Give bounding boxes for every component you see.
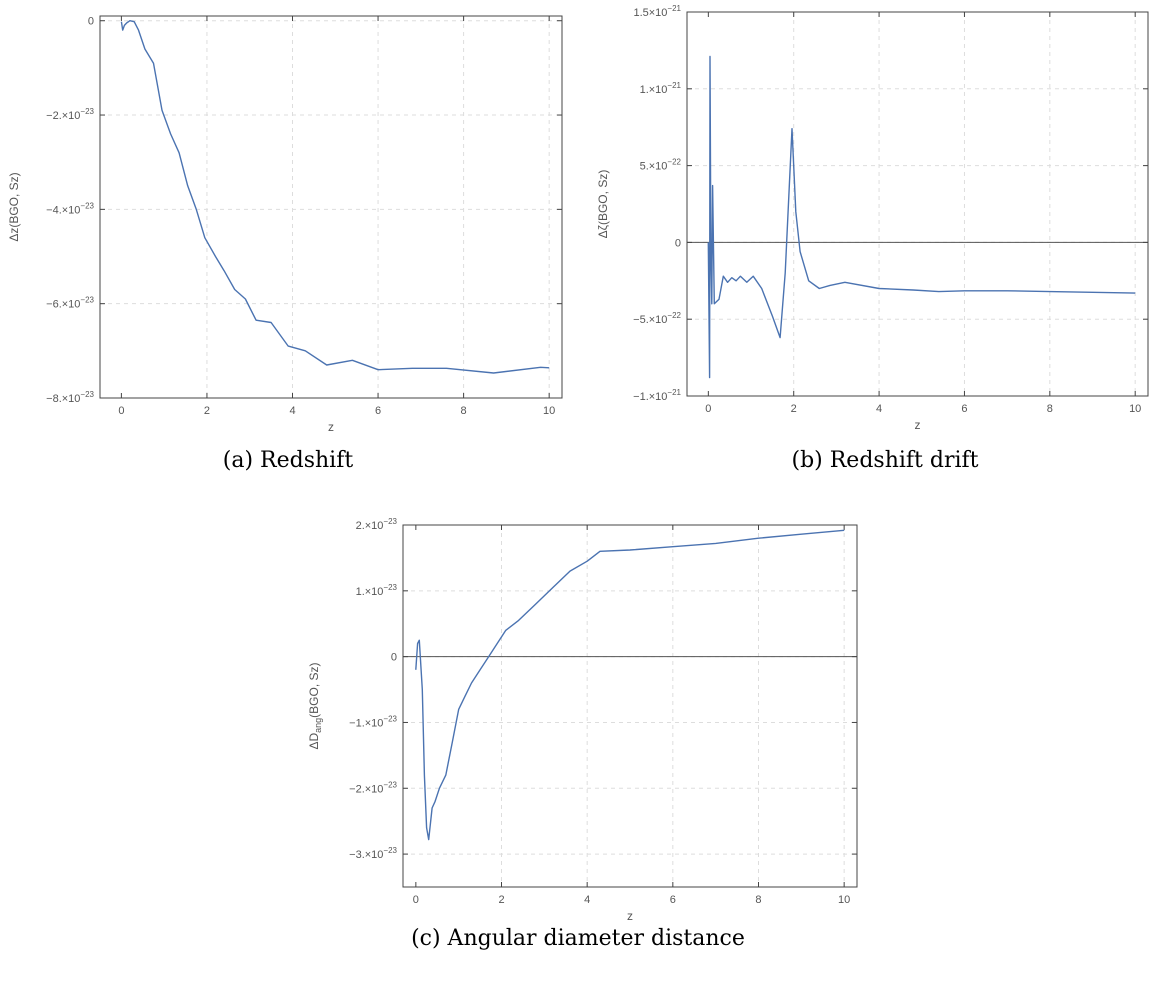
x-tick-label: 4 bbox=[876, 403, 882, 415]
plot-frame bbox=[402, 524, 858, 888]
y-tick-label: −5.×10−22 bbox=[633, 311, 681, 326]
x-tick-label: 8 bbox=[461, 405, 467, 417]
y-tick-label: 0 bbox=[88, 16, 94, 28]
y-tick-label: −4.×10−23 bbox=[46, 201, 94, 216]
y-tick-label: −2.×10−23 bbox=[349, 780, 397, 795]
x-axis-label: z bbox=[328, 420, 334, 434]
x-tick-label: 8 bbox=[755, 894, 761, 906]
panel-caption: (c) Angular diameter distance bbox=[411, 926, 745, 951]
y-tick-label: 0 bbox=[391, 652, 397, 664]
x-axis-label: z bbox=[627, 909, 633, 923]
y-tick-label: 1.×10−21 bbox=[640, 81, 682, 96]
panel-redshift: 0 2 4 6 8 10 0 −2.×10−23 −4.×10−23 −6.×10−23 −8.×1… bbox=[7, 15, 563, 473]
plot-frame bbox=[686, 11, 1149, 397]
y-tick-label: −3.×10−23 bbox=[349, 846, 397, 861]
x-tick-label: 0 bbox=[118, 405, 124, 417]
y-tick-label: −8.×10−23 bbox=[46, 390, 94, 405]
y-tick-label: −2.×10−23 bbox=[46, 107, 94, 122]
y-axis-label: Δζ(BGO, Sz) bbox=[596, 170, 610, 239]
x-tick-label: 10 bbox=[1129, 403, 1141, 415]
y-tick-label: 5.×10−22 bbox=[640, 158, 682, 173]
series-line bbox=[120, 20, 550, 374]
plot-frame bbox=[99, 15, 563, 399]
y-tick-label: 0 bbox=[675, 237, 681, 249]
x-tick-label: 2 bbox=[498, 894, 504, 906]
x-tick-label: 2 bbox=[791, 403, 797, 415]
y-tick-label: 1.5×10−21 bbox=[633, 4, 681, 19]
panel-caption: (b) Redshift drift bbox=[792, 448, 979, 473]
y-tick-label: −6.×10−23 bbox=[46, 296, 94, 311]
series-line bbox=[707, 55, 1136, 379]
y-axis-label: Δz(BGO, Sz) bbox=[7, 172, 21, 241]
x-tick-label: 6 bbox=[375, 405, 381, 417]
series-line bbox=[415, 529, 845, 841]
x-axis-label: z bbox=[915, 418, 921, 432]
y-tick-label: −1.×10−23 bbox=[349, 714, 397, 729]
panel-caption: (a) Redshift bbox=[223, 448, 354, 473]
x-tick-label: 4 bbox=[289, 405, 295, 417]
x-tick-label: 8 bbox=[1047, 403, 1053, 415]
x-tick-label: 4 bbox=[584, 894, 590, 906]
x-tick-label: 6 bbox=[670, 894, 676, 906]
x-tick-label: 10 bbox=[543, 405, 555, 417]
y-axis-label: ΔDang(BGO, Sz) bbox=[307, 662, 323, 749]
x-tick-label: 10 bbox=[838, 894, 850, 906]
x-tick-label: 6 bbox=[961, 403, 967, 415]
y-tick-label: 2.×10−23 bbox=[356, 517, 398, 532]
y-tick-label: 1.×10−23 bbox=[356, 583, 398, 598]
panel-angular-diameter-distance: 0 2 4 6 8 10 2.×10−23 1.×10−23 0 −1.×10−23 −2.×10−… bbox=[307, 517, 858, 951]
x-tick-label: 2 bbox=[204, 405, 210, 417]
x-tick-label: 0 bbox=[705, 403, 711, 415]
panel-redshift-drift: 0 2 4 6 8 10 1.5×10−21 1.×10−21 5.×10−22 0 −5.×10−… bbox=[596, 4, 1149, 473]
x-tick-label: 0 bbox=[413, 894, 419, 906]
y-tick-label: −1.×10−21 bbox=[633, 388, 681, 403]
